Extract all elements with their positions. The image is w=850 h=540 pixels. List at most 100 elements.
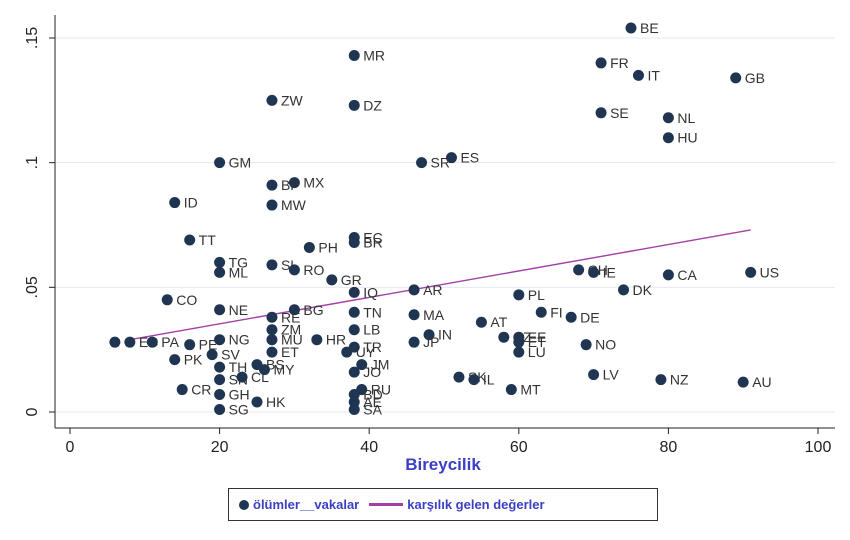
data-point-label: SA — [363, 402, 382, 418]
data-point — [588, 266, 600, 278]
data-point-label: ET — [281, 344, 299, 360]
data-point-label: BE — [640, 20, 659, 36]
data-point-label: FI — [550, 304, 562, 320]
data-point — [326, 274, 338, 286]
x-tick-label: 40 — [360, 439, 378, 456]
data-point — [408, 284, 420, 296]
data-point — [341, 346, 353, 358]
data-point — [662, 269, 674, 281]
data-point-label: SR — [431, 155, 450, 171]
axes: 0 .05 .1 .15 0 20 40 60 80 100 — [24, 15, 835, 456]
data-point-label: JP — [423, 334, 439, 350]
data-point-label: GB — [745, 70, 765, 86]
data-point-label: SG — [229, 402, 249, 418]
data-point-label: TT — [199, 232, 217, 248]
data-point — [595, 107, 607, 119]
data-point-label: LU — [528, 344, 546, 360]
data-point-label: MR — [363, 47, 385, 63]
data-point — [468, 374, 480, 386]
data-point-label: AR — [423, 282, 442, 298]
data-point-label: PA — [161, 334, 179, 350]
legend-line-icon — [369, 503, 404, 506]
data-point — [251, 396, 263, 408]
data-point — [348, 366, 360, 378]
data-point — [214, 374, 226, 386]
data-point — [625, 22, 637, 34]
data-point-label: AU — [752, 374, 771, 390]
data-point — [169, 354, 181, 366]
data-point — [737, 376, 749, 388]
data-point — [662, 132, 674, 144]
data-point-label: US — [760, 264, 779, 280]
data-point-label: NG — [229, 332, 250, 348]
data-point — [214, 334, 226, 346]
data-point-label: ML — [229, 264, 249, 280]
data-point — [573, 264, 585, 276]
data-point-label: ET — [528, 334, 546, 350]
x-tick-label: 0 — [66, 439, 75, 456]
data-point-label: JO — [363, 364, 381, 380]
data-point — [618, 284, 630, 296]
data-point — [214, 256, 226, 268]
data-point-label: LV — [603, 367, 620, 383]
data-point — [236, 371, 248, 383]
data-point — [266, 94, 278, 106]
data-point-label: CR — [191, 382, 211, 398]
data-point — [498, 331, 510, 343]
data-point — [266, 346, 278, 358]
plot-background — [55, 15, 835, 428]
data-point — [745, 266, 757, 278]
x-tick-label: 60 — [510, 439, 528, 456]
data-point-label: CA — [677, 267, 697, 283]
data-point-label: ID — [184, 195, 198, 211]
data-point — [311, 334, 323, 346]
x-axis-label: Bireycilik — [405, 455, 481, 474]
data-point — [662, 112, 674, 124]
data-point-label: SV — [221, 347, 240, 363]
x-tick-label: 80 — [660, 439, 678, 456]
data-point — [258, 364, 270, 376]
data-point-label: BR — [363, 234, 382, 250]
data-point — [423, 329, 435, 341]
data-point — [169, 197, 181, 209]
data-point-label: PK — [184, 352, 203, 368]
data-point-label: DZ — [363, 97, 382, 113]
data-point — [184, 234, 196, 246]
data-point-label: HU — [677, 130, 697, 146]
data-point-label: MT — [520, 382, 541, 398]
data-point — [161, 294, 173, 306]
data-point — [303, 241, 315, 253]
data-point-label: RO — [303, 262, 324, 278]
data-point — [266, 324, 278, 336]
data-point — [535, 306, 547, 318]
data-point — [266, 259, 278, 271]
data-point — [214, 404, 226, 416]
data-point — [513, 289, 525, 301]
legend: ölümler__vakalar karşılık gelen değerler — [228, 488, 658, 521]
data-point — [730, 72, 742, 84]
fitted-line — [129, 229, 751, 341]
data-point — [288, 304, 300, 316]
data-point — [513, 346, 525, 358]
data-point-label: GH — [229, 387, 250, 403]
data-point-label: CL — [251, 369, 269, 385]
data-point-label: ZM — [281, 322, 301, 338]
data-point — [214, 266, 226, 278]
data-point-label: NL — [677, 110, 695, 126]
data-point — [288, 264, 300, 276]
data-point — [214, 157, 226, 169]
data-point-label: TN — [363, 304, 382, 320]
data-point — [348, 404, 360, 416]
data-point-label: BG — [303, 302, 323, 318]
data-point-label: MY — [273, 362, 295, 378]
x-tick-label: 20 — [211, 439, 229, 456]
x-tick-label: 100 — [805, 439, 832, 456]
data-point-label: EC — [363, 229, 382, 245]
legend-label-fitted: karşılık gelen değerler — [407, 497, 545, 512]
data-point-label: TR — [363, 339, 382, 355]
data-point — [348, 324, 360, 336]
data-point — [206, 349, 218, 361]
legend-item-fitted: karşılık gelen değerler — [365, 497, 545, 512]
